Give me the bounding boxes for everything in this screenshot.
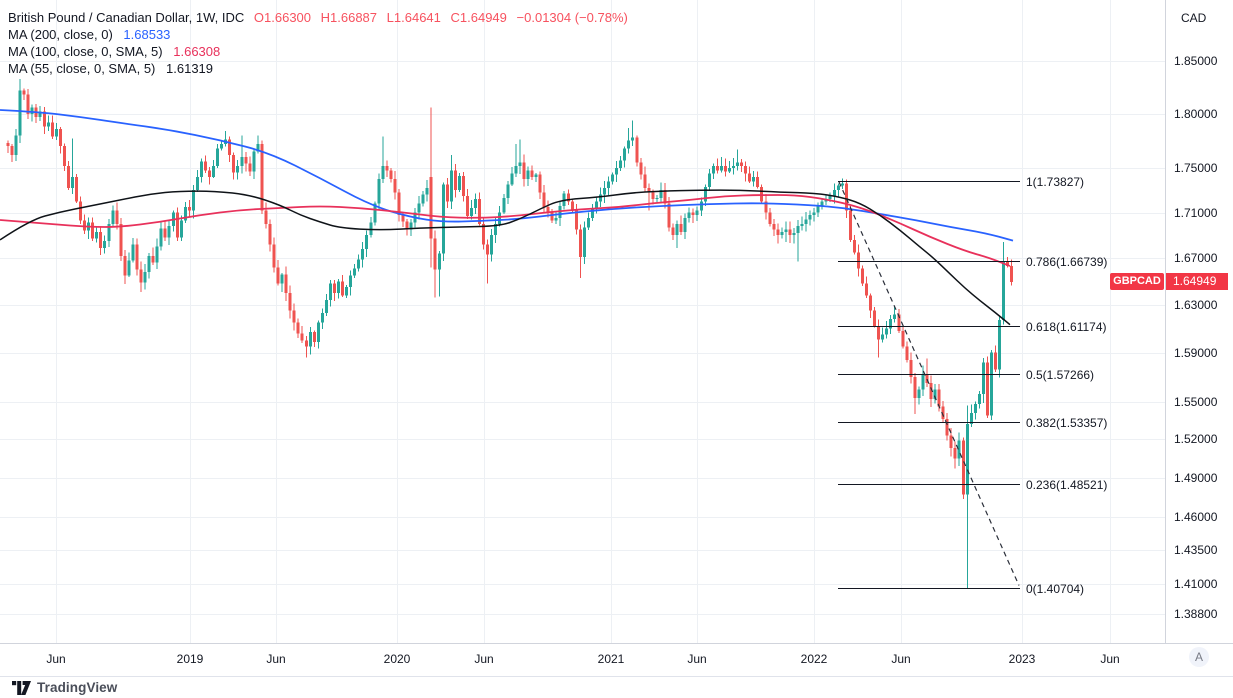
- change-value: −0.01304 (−0.78%): [516, 10, 628, 25]
- symbol-price-tag: GBPCAD: [1110, 273, 1164, 291]
- fib-level-label: 1(1.73827): [1026, 174, 1085, 189]
- price-tick-label: 1.59000: [1174, 345, 1218, 360]
- price-tick-label: 1.49000: [1174, 470, 1218, 485]
- time-axis-label: 2023: [1008, 652, 1036, 666]
- fib-level-label: 0.236(1.48521): [1026, 477, 1108, 492]
- ma-55-value: 1.61319: [166, 61, 214, 76]
- tradingview-logo-text: TradingView: [37, 680, 118, 695]
- fib-level-label: 0.5(1.57266): [1026, 367, 1095, 382]
- fib-level-label: 0(1.40704): [1026, 581, 1085, 596]
- ma-200-value: 1.68533: [123, 27, 171, 42]
- time-axis[interactable]: Jun 2019 Jun 2020 Jun 2021 Jun 2022 Jun 2023 Jun: [0, 643, 1233, 677]
- ohlc-low: L1.64641: [386, 10, 441, 25]
- price-tick-label: 1.43500: [1174, 543, 1218, 558]
- ma-200-label: MA (200, close, 0): [8, 27, 113, 42]
- price-axis-currency-label: CAD: [1181, 11, 1207, 25]
- ma-55-label: MA (55, close, 0, SMA, 5): [8, 61, 156, 76]
- ma-55-row[interactable]: MA (55, close, 0, SMA, 5) 1.61319: [8, 60, 628, 77]
- symbol-title[interactable]: British Pound / Canadian Dollar, 1W, IDC: [8, 10, 245, 25]
- price-tick-label: 1.80000: [1174, 106, 1218, 121]
- ma-100-value: 1.66308: [173, 44, 221, 59]
- tradingview-logo-icon: [12, 680, 31, 695]
- ohlc-open: O1.66300: [253, 10, 312, 25]
- price-tick-label: 1.46000: [1174, 509, 1218, 524]
- price-tick-label: 1.55000: [1174, 394, 1218, 409]
- time-axis-label: Jun: [474, 652, 494, 666]
- ma-200-row[interactable]: MA (200, close, 0) 1.68533: [8, 26, 628, 43]
- time-axis-label: 2022: [800, 652, 828, 666]
- time-axis-label: Jun: [891, 652, 911, 666]
- time-axis-label: Jun: [687, 652, 707, 666]
- fib-level-label: 0.618(1.61174): [1026, 319, 1107, 334]
- footer-bar: TradingView: [0, 676, 1233, 698]
- grid-lines: [0, 0, 1165, 643]
- time-axis-label: 2021: [597, 652, 625, 666]
- price-tick-label: 1.38800: [1174, 607, 1218, 622]
- price-tick-label: 1.71000: [1174, 205, 1218, 220]
- candlestick-series: [6, 78, 1014, 588]
- fib-level-label: 0.382(1.53357): [1026, 415, 1108, 430]
- symbol-legend-row[interactable]: British Pound / Canadian Dollar, 1W, IDC…: [8, 9, 628, 26]
- fibonacci-retracement[interactable]: [838, 181, 1020, 589]
- time-axis-label: Jun: [266, 652, 286, 666]
- time-axis-label: Jun: [1100, 652, 1120, 666]
- tradingview-logo[interactable]: TradingView: [12, 680, 117, 695]
- ohlc-close: C1.64949: [450, 10, 507, 25]
- moving-average-lines: [0, 109, 1014, 326]
- auto-scale-button[interactable]: A: [1189, 647, 1209, 667]
- last-price-axis-label: 1.64949: [1166, 273, 1228, 291]
- time-axis-label: Jun: [46, 652, 66, 666]
- ma-line-ma-100[interactable]: [0, 194, 1011, 267]
- ma-line-ma-55[interactable]: [0, 189, 1011, 326]
- price-tick-label: 1.41000: [1174, 576, 1218, 591]
- ma-100-label: MA (100, close, 0, SMA, 5): [8, 44, 163, 59]
- fib-level-label: 0.786(1.66739): [1026, 254, 1108, 269]
- price-tick-label: 1.63000: [1174, 297, 1218, 312]
- time-axis-label: 2019: [176, 652, 204, 666]
- price-tick-label: 1.75000: [1174, 161, 1218, 176]
- time-axis-label: 2020: [383, 652, 411, 666]
- ma-line-ma-200[interactable]: [0, 109, 1014, 242]
- ohlc-high: H1.66887: [320, 10, 378, 25]
- price-tick-label: 1.52000: [1174, 432, 1218, 447]
- price-tick-label: 1.85000: [1174, 54, 1218, 69]
- ma-100-row[interactable]: MA (100, close, 0, SMA, 5) 1.66308: [8, 43, 628, 60]
- price-axis[interactable]: 1.85000 1.80000 1.75000 1.71000 1.67000 1.630…: [1165, 0, 1233, 676]
- price-tick-label: 1.67000: [1174, 251, 1218, 266]
- legend: British Pound / Canadian Dollar, 1W, IDC…: [8, 9, 628, 77]
- trendline-dashed[interactable]: [838, 181, 1020, 586]
